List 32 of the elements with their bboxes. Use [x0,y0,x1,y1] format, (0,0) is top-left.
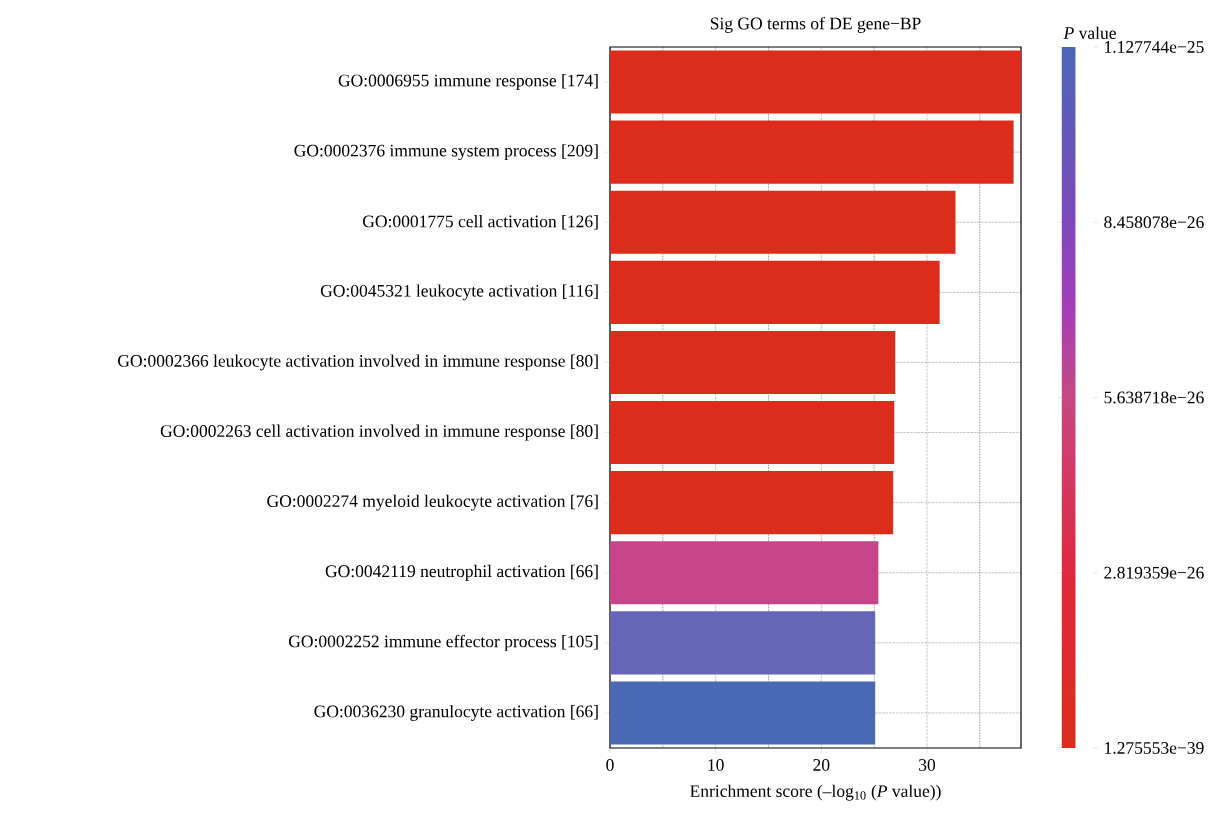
y-tick-label: GO:0006955 immune response [174] [338,74,598,90]
y-tick-label: GO:0002252 immune effector process [105] [288,634,598,651]
x-tick-label: 30 [919,759,936,771]
color-bar-label: 1.127744e−25 [1105,41,1204,53]
bar [610,120,1014,184]
bar [610,541,879,605]
color-bar-label: 2.819359e−26 [1104,566,1204,579]
y-tick-label: GO:0042119 neutrophil activation [66] [325,564,598,581]
x-tick-label: 10 [708,759,724,771]
bar [610,401,895,465]
bar [610,50,1022,114]
y-tick-label: GO:0045321 leukocyte activation [116] [320,284,598,301]
bar [610,611,876,675]
y-tick-label: GO:0002263 cell activation involved in immune response [80] [160,424,598,441]
bar [610,471,894,535]
y-tick-label: GO:0002366 leukocyte activation involved in immune response [80] [118,354,598,371]
x-tick-label: 20 [813,759,830,771]
bar [610,260,940,324]
color-bar-label: 8.458078e−26 [1104,216,1204,229]
color-bar-label: 5.638718e−26 [1104,391,1204,404]
chart-title: Sig GO terms of DE gene−BP [710,16,921,33]
x-axis-title: Enrichment score (–log$_{10}$ (P value)) [690,784,941,801]
bar [610,330,896,394]
bar [610,681,876,745]
y-tick-label: GO:0002274 myeloid leukocyte activation [76] [267,494,598,511]
color-bar-label: 1.275553e−39 [1105,742,1204,754]
x-tick-label: 0 [606,759,614,771]
color-bar-title: P value [1063,26,1116,39]
y-tick-label: GO:0036230 granulocyte activation [66] [314,705,598,721]
bar [610,190,956,254]
y-tick-label: GO:0001775 cell activation [126] [363,215,598,230]
y-tick-label: GO:0002376 immune system process [209] [294,144,598,161]
